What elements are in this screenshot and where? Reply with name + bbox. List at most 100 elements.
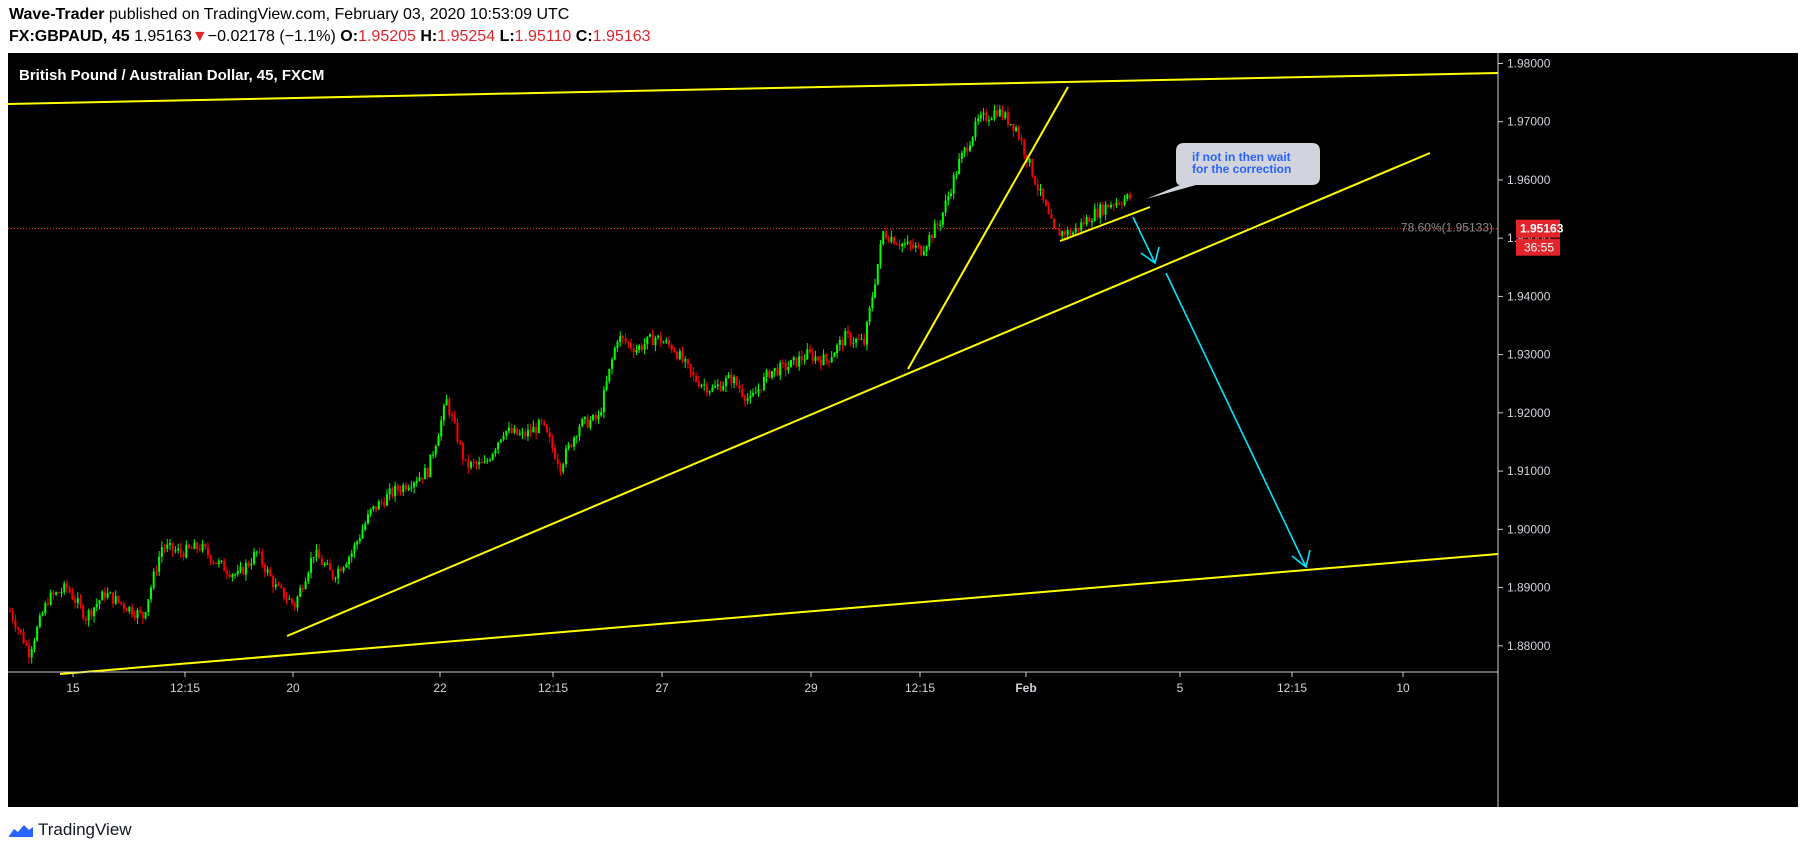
candle-body bbox=[385, 494, 388, 506]
candle-body bbox=[169, 543, 171, 545]
candle-body bbox=[112, 592, 115, 604]
candle-body bbox=[914, 245, 917, 248]
candle-body bbox=[87, 610, 90, 621]
candle-body bbox=[933, 223, 936, 238]
candle-body bbox=[985, 112, 988, 121]
candle-body bbox=[952, 175, 955, 194]
candle-body bbox=[762, 376, 765, 391]
candle-body bbox=[394, 485, 397, 497]
candle-body bbox=[1004, 112, 1007, 119]
candle-body bbox=[1063, 231, 1066, 236]
candle-body bbox=[71, 592, 74, 600]
candle-body bbox=[993, 110, 996, 119]
low-value: 1.95110 bbox=[514, 28, 572, 45]
publish-text: published on TradingView.com, February 0… bbox=[108, 6, 570, 23]
candle-body bbox=[52, 592, 55, 595]
y-tick-label: 1.98000 bbox=[1507, 56, 1551, 70]
candle-body bbox=[467, 459, 470, 468]
candle-body bbox=[960, 152, 963, 159]
candle-body bbox=[206, 547, 209, 556]
candle-body bbox=[244, 563, 247, 575]
candle-body bbox=[491, 453, 494, 460]
candle-body bbox=[1074, 227, 1077, 233]
candle-body bbox=[1023, 140, 1026, 155]
candle-body bbox=[1006, 112, 1009, 125]
axes-group: 1.980001.970001.960001.950001.940001.930… bbox=[8, 53, 1564, 807]
candle-body bbox=[17, 627, 20, 630]
candle-body bbox=[1110, 204, 1113, 208]
candle-body bbox=[1053, 218, 1056, 229]
x-tick-label: 22 bbox=[433, 681, 447, 695]
candle-body bbox=[253, 552, 256, 564]
candle-body bbox=[752, 393, 755, 396]
candle-body bbox=[46, 603, 49, 605]
candle-body bbox=[526, 429, 529, 437]
candle-body bbox=[44, 603, 47, 614]
candle-body bbox=[556, 458, 559, 465]
candle-body bbox=[941, 212, 944, 225]
candle-body bbox=[730, 374, 733, 384]
candle-body bbox=[537, 419, 540, 434]
upper-channel-line bbox=[8, 72, 1499, 105]
candle-body bbox=[155, 571, 158, 573]
candle-body bbox=[472, 461, 475, 463]
candle-body bbox=[806, 349, 809, 360]
author-name[interactable]: Wave-Trader bbox=[9, 6, 105, 23]
candle-body bbox=[857, 338, 860, 340]
candle-body bbox=[139, 610, 142, 613]
down-arrow-icon: ▼ bbox=[191, 28, 208, 45]
tradingview-logo-icon bbox=[9, 825, 33, 837]
candle-body bbox=[358, 538, 361, 542]
candle-body bbox=[263, 564, 266, 573]
candle-body bbox=[632, 348, 635, 353]
candle-body bbox=[478, 462, 481, 465]
candle-body bbox=[82, 605, 85, 619]
candle-body bbox=[814, 356, 817, 361]
candle-body bbox=[1093, 208, 1096, 221]
candle-body bbox=[160, 547, 163, 557]
candle-body bbox=[982, 112, 985, 115]
chart-panel[interactable]: if not in then wait for the correction 78.… bbox=[8, 53, 1798, 807]
candle-body bbox=[448, 399, 451, 416]
candle-body bbox=[619, 336, 622, 342]
candle-body bbox=[966, 147, 969, 152]
candle-body bbox=[269, 569, 272, 577]
candle-body bbox=[337, 568, 340, 579]
candle-body bbox=[624, 338, 627, 343]
candle-body bbox=[1001, 109, 1004, 119]
candle-body bbox=[95, 603, 98, 608]
candle-body bbox=[380, 501, 383, 503]
candle-body bbox=[315, 549, 318, 557]
candle-body bbox=[792, 357, 795, 361]
candle-body bbox=[754, 392, 757, 394]
candle-body bbox=[459, 441, 462, 444]
candle-body bbox=[103, 591, 106, 598]
candle-body bbox=[822, 354, 825, 366]
candle-body bbox=[719, 384, 722, 391]
y-tick-label: 1.92000 bbox=[1507, 406, 1551, 420]
candle-body bbox=[646, 336, 649, 345]
candle-body bbox=[1123, 199, 1126, 205]
candle-body bbox=[602, 389, 605, 413]
candle-body bbox=[705, 384, 708, 393]
candle-body bbox=[277, 584, 280, 586]
candle-body bbox=[1020, 138, 1023, 141]
candle-body bbox=[423, 468, 426, 480]
footer-brand[interactable]: TradingView bbox=[8, 818, 132, 842]
countdown-badge bbox=[1516, 238, 1560, 256]
candle-body bbox=[331, 570, 334, 580]
candle-body bbox=[320, 558, 323, 566]
close-value: 1.95163 bbox=[592, 28, 651, 45]
candle-body bbox=[649, 334, 651, 337]
candle-body bbox=[1129, 194, 1131, 199]
candle-body bbox=[353, 544, 356, 554]
candle-body bbox=[434, 446, 437, 455]
candle-body bbox=[781, 362, 784, 364]
candle-body bbox=[714, 386, 717, 388]
candle-body bbox=[876, 264, 879, 285]
candle-body bbox=[375, 506, 378, 510]
candle-body bbox=[1047, 205, 1050, 214]
candle-body bbox=[1044, 199, 1047, 206]
candle-body bbox=[741, 388, 744, 396]
